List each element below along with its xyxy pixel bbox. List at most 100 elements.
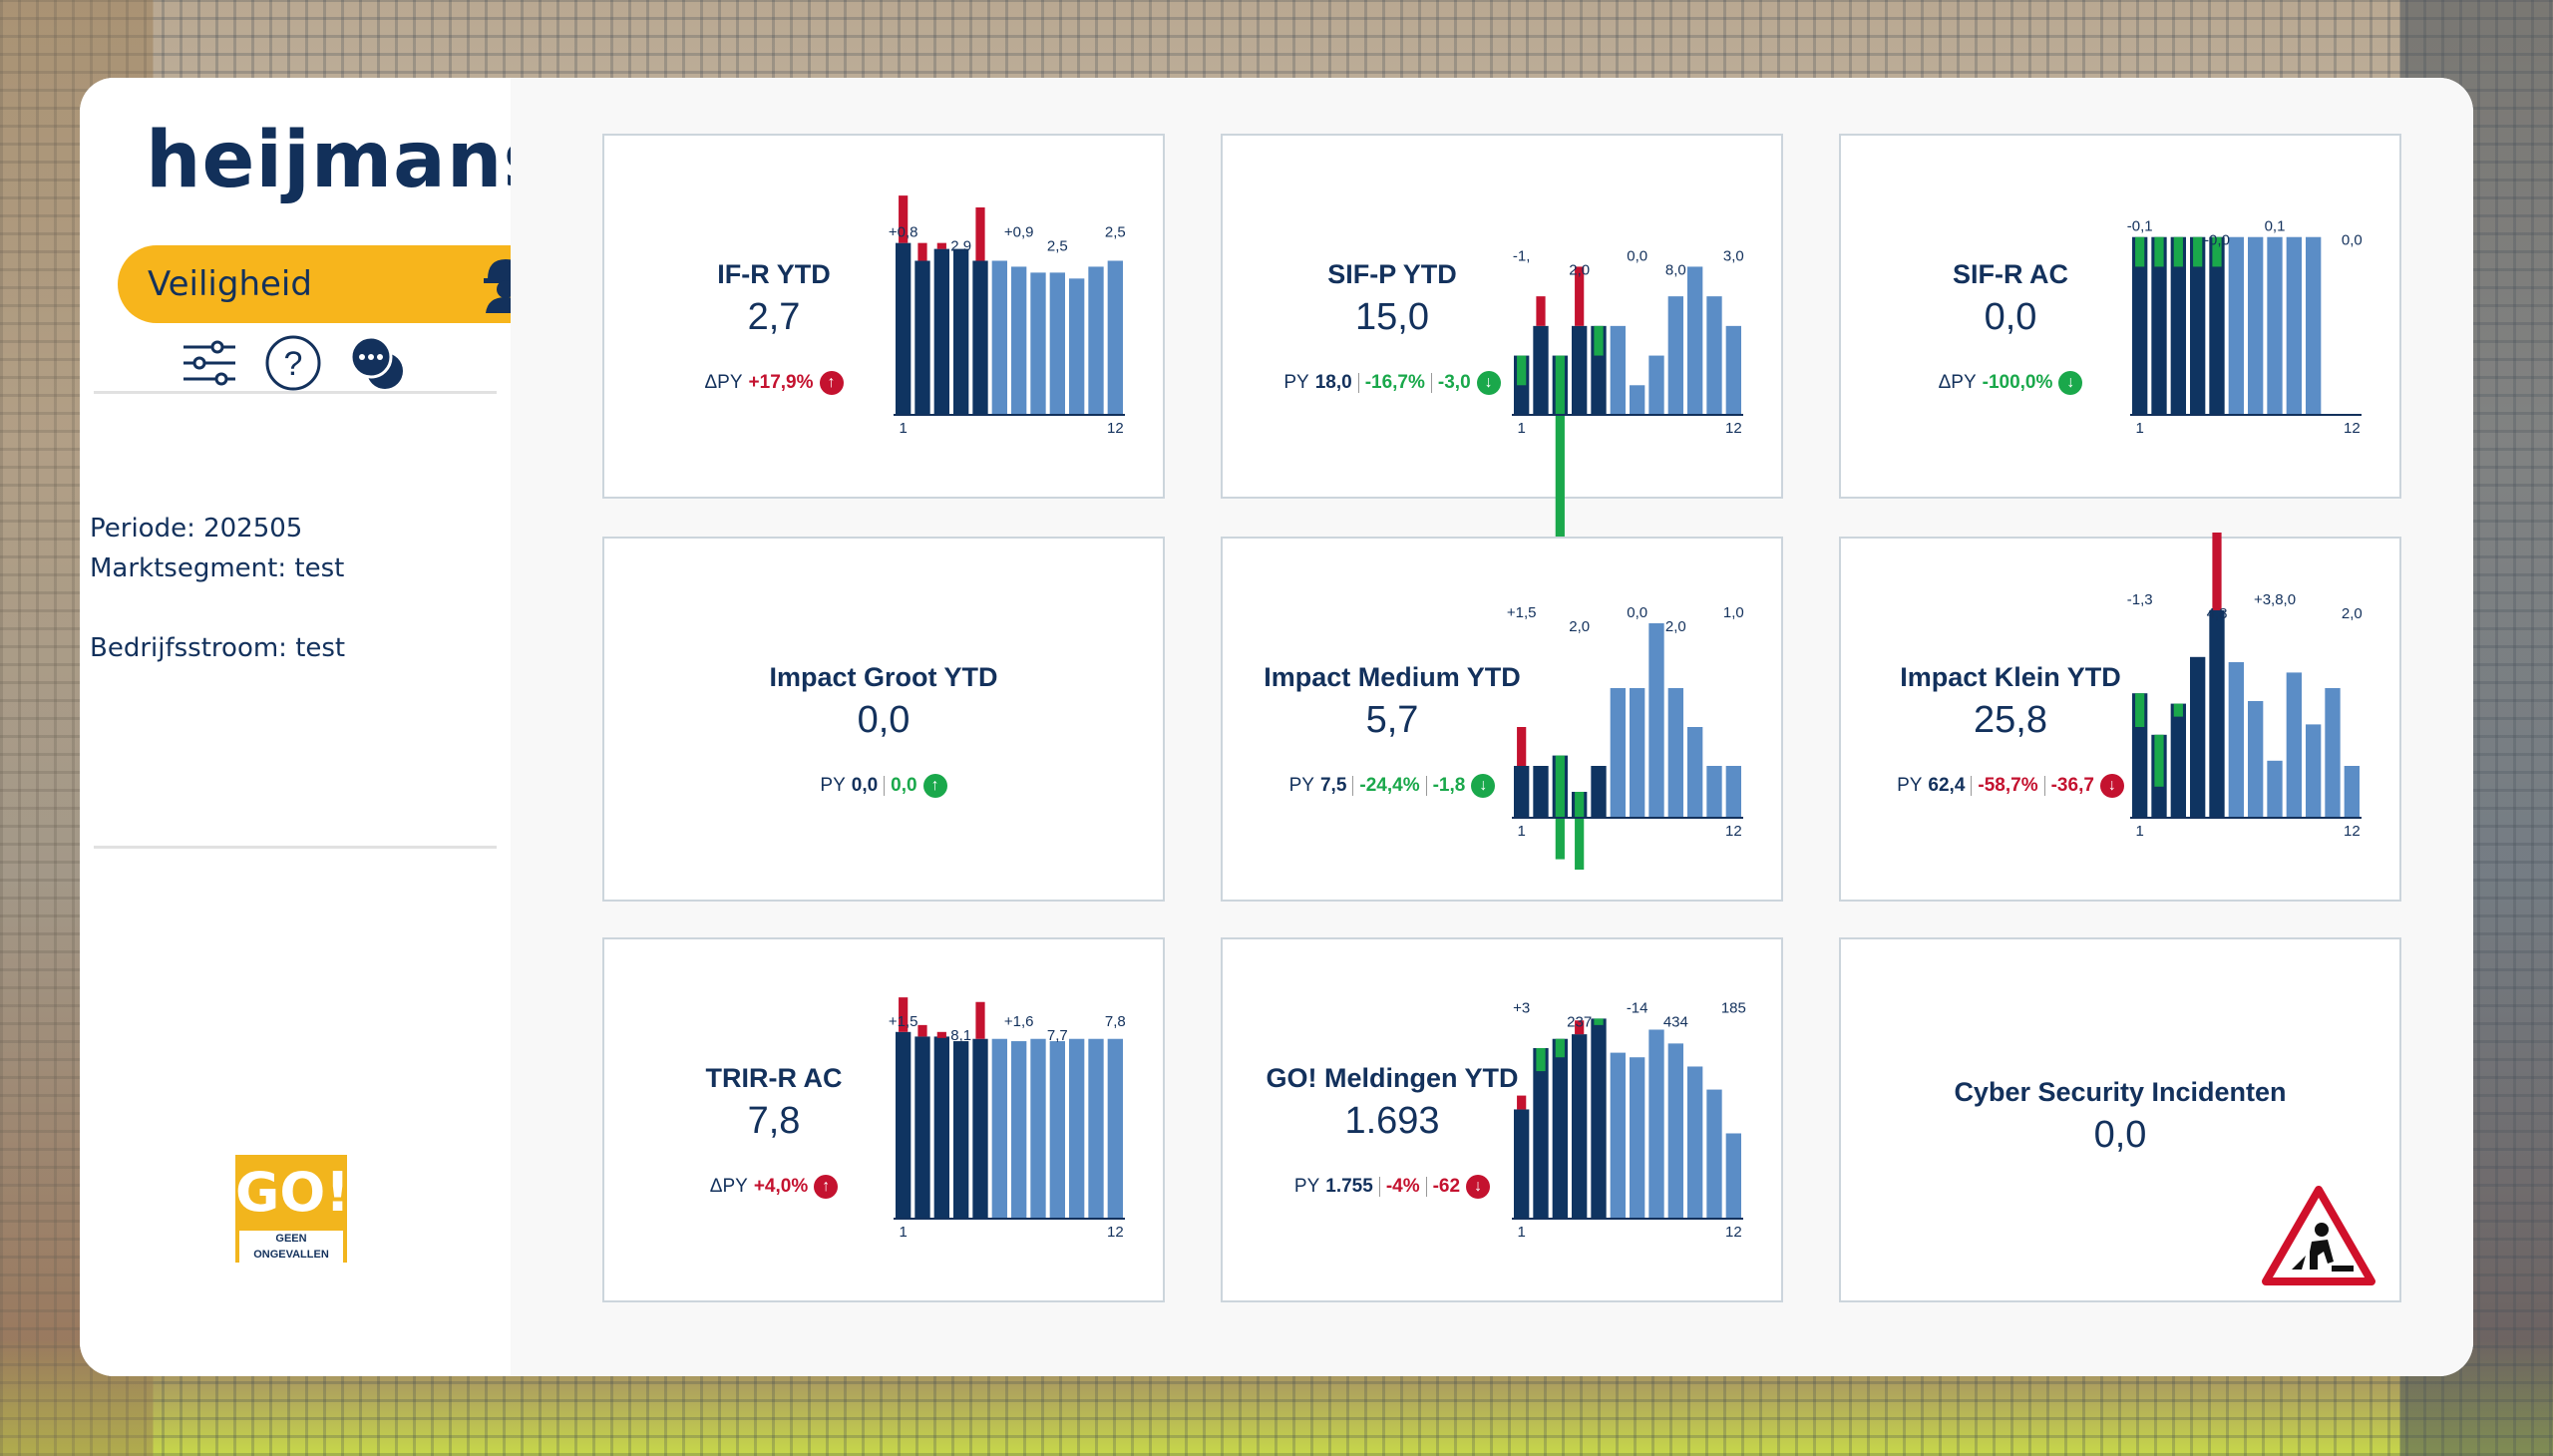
- month-bar[interactable]: [953, 1041, 969, 1219]
- month-bar[interactable]: [991, 260, 1007, 415]
- month-bar[interactable]: [1088, 1038, 1104, 1219]
- month-bar[interactable]: [1030, 272, 1046, 415]
- delta-absolute: -62: [1432, 1176, 1461, 1197]
- month-bar[interactable]: [2248, 701, 2264, 818]
- module-pill[interactable]: Veiligheid: [118, 245, 551, 323]
- divider: [94, 846, 497, 849]
- month-bar[interactable]: [2228, 236, 2244, 415]
- variance-bar: [1555, 1038, 1565, 1058]
- month-bar[interactable]: [1591, 1018, 1607, 1219]
- month-bar[interactable]: [1706, 766, 1722, 818]
- month-bar[interactable]: [1648, 355, 1664, 415]
- month-bar[interactable]: [1049, 272, 1065, 415]
- month-bar[interactable]: [1069, 1038, 1085, 1219]
- variance-bar: [1575, 792, 1585, 870]
- kpi-tile[interactable]: SIF-P YTD 15,0 PY 18,0 -16,7% -3,0 ↓ 1 12 -1, 2,0 0…: [1221, 134, 1783, 563]
- chat-icon[interactable]: [347, 333, 407, 393]
- filter-sliders-icon[interactable]: [180, 333, 239, 393]
- month-bar[interactable]: [991, 1038, 1007, 1219]
- delta-prefix: PY: [1897, 775, 1923, 796]
- month-bar[interactable]: [1687, 1066, 1703, 1219]
- data-label: 2,0: [1569, 261, 1590, 278]
- month-bar[interactable]: [896, 242, 912, 415]
- month-bar[interactable]: [1667, 688, 1683, 818]
- month-bar[interactable]: [933, 248, 949, 415]
- kpi-tile[interactable]: Cyber Security Incidenten 0,0: [1839, 937, 2401, 1302]
- month-bar[interactable]: [2151, 236, 2167, 415]
- month-bar[interactable]: [1706, 1089, 1722, 1219]
- month-bar[interactable]: [972, 1038, 988, 1219]
- month-bar[interactable]: [1533, 766, 1549, 818]
- month-bar[interactable]: [1687, 727, 1703, 818]
- month-bar[interactable]: [1533, 325, 1549, 415]
- separator: [1425, 1177, 1427, 1197]
- month-bar[interactable]: [2209, 610, 2225, 818]
- month-bar[interactable]: [896, 1031, 912, 1219]
- month-bar[interactable]: [1687, 266, 1703, 415]
- month-bar[interactable]: [1107, 1038, 1123, 1219]
- month-bar[interactable]: [953, 248, 969, 415]
- month-bar[interactable]: [2306, 724, 2322, 818]
- month-bar[interactable]: [1725, 766, 1741, 818]
- month-bar[interactable]: [1630, 1057, 1645, 1219]
- month-bar[interactable]: [1069, 278, 1085, 415]
- month-bar[interactable]: [1725, 325, 1741, 415]
- kpi-tile[interactable]: Impact Medium YTD 5,7 PY 7,5 -24,4% -1,8 ↓ 1 12 +…: [1221, 537, 1783, 902]
- month-bar[interactable]: [1667, 1043, 1683, 1219]
- month-bar[interactable]: [1572, 325, 1588, 415]
- month-bar[interactable]: [1648, 623, 1664, 818]
- variance-bar: [2154, 734, 2164, 787]
- month-bar[interactable]: [972, 260, 988, 415]
- month-bar[interactable]: [914, 1036, 930, 1219]
- kpi-tile[interactable]: IF-R YTD 2,7 ΔPY +17,9% ↑ 1 12 +0,8 2,9 +0,9 2,5 2,…: [602, 134, 1165, 499]
- month-bar[interactable]: [2325, 688, 2341, 818]
- kpi-title: Impact Klein YTD: [1900, 662, 2121, 692]
- kpi-tile[interactable]: SIF-R AC 0,0 ΔPY -100,0% ↓ 1 12 -0,1 -0,0 0,1 0,0: [1839, 134, 2401, 499]
- kpi-tile[interactable]: Impact Groot YTD 0,0 PY 0,0 0,0 ↑: [602, 537, 1165, 902]
- month-bar[interactable]: [1706, 296, 1722, 415]
- month-bar[interactable]: [1610, 1052, 1626, 1219]
- month-bar[interactable]: [2209, 236, 2225, 415]
- kpi-tile[interactable]: TRIR-R AC 7,8 ΔPY +4,0% ↑ 1 12 +1,5 8,1 +1,6 7,7 7,…: [602, 937, 1165, 1302]
- month-bar[interactable]: [2170, 703, 2186, 818]
- month-bar[interactable]: [1514, 766, 1530, 818]
- data-label: 2,9: [950, 238, 971, 255]
- data-label: +3,8,0: [2254, 591, 2296, 608]
- month-bar[interactable]: [2306, 236, 2322, 415]
- month-bar[interactable]: [2286, 236, 2302, 415]
- month-bar[interactable]: [1610, 688, 1626, 818]
- month-bar[interactable]: [2170, 236, 2186, 415]
- month-bar[interactable]: [2344, 766, 2360, 818]
- month-bar[interactable]: [2248, 236, 2264, 415]
- month-bar[interactable]: [2132, 236, 2148, 415]
- month-bar[interactable]: [2190, 656, 2206, 818]
- month-bar[interactable]: [1630, 385, 1645, 415]
- month-bar[interactable]: [1648, 1029, 1664, 1219]
- month-bar[interactable]: [2228, 662, 2244, 818]
- month-bar[interactable]: [1030, 1038, 1046, 1219]
- kpi-tile[interactable]: Impact Klein YTD 25,8 PY 62,4 -58,7% -36,7 ↓ 1 1…: [1839, 533, 2401, 902]
- month-bar[interactable]: [933, 1036, 949, 1219]
- kpi-delta-line: PY 62,4 -58,7% -36,7 ↓: [1881, 774, 2140, 798]
- month-bar[interactable]: [1591, 766, 1607, 818]
- help-icon[interactable]: ?: [263, 333, 323, 393]
- month-bar[interactable]: [1552, 1038, 1568, 1219]
- month-bar[interactable]: [1610, 325, 1626, 415]
- month-bar[interactable]: [1667, 296, 1683, 415]
- month-bar[interactable]: [1572, 1034, 1588, 1219]
- month-bar[interactable]: [1725, 1133, 1741, 1219]
- month-bar[interactable]: [2267, 236, 2283, 415]
- month-bar[interactable]: [1049, 1041, 1065, 1219]
- month-bar[interactable]: [1011, 266, 1027, 415]
- kpi-tile[interactable]: GO! Meldingen YTD 1.693 PY 1.755 -4% -62 ↓ 1 12 +…: [1221, 937, 1783, 1302]
- month-bar[interactable]: [2190, 236, 2206, 415]
- month-bar[interactable]: [2267, 760, 2283, 818]
- month-bar[interactable]: [914, 260, 930, 415]
- month-bar[interactable]: [1107, 260, 1123, 415]
- month-bar[interactable]: [1088, 266, 1104, 415]
- month-bar[interactable]: [1630, 688, 1645, 818]
- month-bar[interactable]: [1533, 1047, 1549, 1219]
- month-bar[interactable]: [1011, 1041, 1027, 1219]
- month-bar[interactable]: [2286, 672, 2302, 818]
- month-bar[interactable]: [1514, 1109, 1530, 1219]
